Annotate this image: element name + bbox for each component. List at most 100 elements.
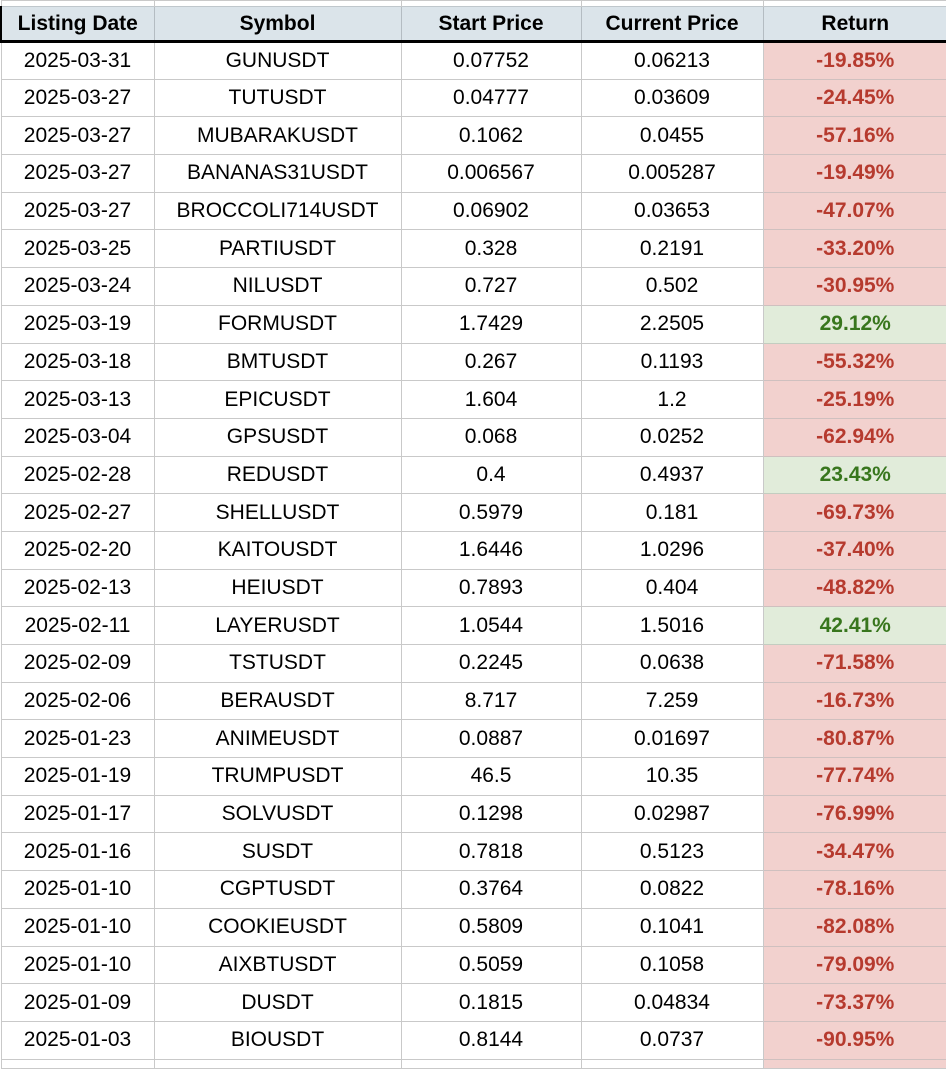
cell-return[interactable]: -62.94% xyxy=(762,417,946,457)
cell-start-price[interactable]: 0.1062 xyxy=(400,116,582,156)
cell-current-price[interactable]: 0.0252 xyxy=(580,417,764,457)
cell-start-price[interactable]: 0.5979 xyxy=(400,493,582,532)
cell-listing-date[interactable]: 2025-01-03 xyxy=(0,1020,155,1060)
cell-current-price[interactable]: 0.01697 xyxy=(580,719,764,759)
cell-listing-date[interactable]: 2025-01-17 xyxy=(0,794,155,834)
cell-current-price[interactable]: 0.0822 xyxy=(580,870,764,909)
header-symbol[interactable]: Symbol xyxy=(153,6,402,43)
cell-current-price[interactable]: 0.1058 xyxy=(580,945,764,985)
cell-symbol[interactable]: BERAUSDT xyxy=(153,681,402,721)
cell-current-price[interactable]: 0.502 xyxy=(580,267,764,306)
cell-listing-date[interactable]: 2025-03-19 xyxy=(0,304,155,344)
cell-current-price[interactable]: 0.4937 xyxy=(580,455,764,495)
cell-current-price[interactable]: 2.2505 xyxy=(580,304,764,344)
cell-return[interactable]: -19.49% xyxy=(762,154,946,193)
cell-listing-date[interactable]: 2025-02-06 xyxy=(0,681,155,721)
cell-start-price[interactable]: 1.0544 xyxy=(400,606,582,645)
cell-start-price[interactable]: 0.5059 xyxy=(400,945,582,985)
cell-symbol[interactable]: COOKIEUSDT xyxy=(153,907,402,947)
header-start-price[interactable]: Start Price xyxy=(400,6,582,43)
cell-listing-date[interactable]: 2025-01-19 xyxy=(0,757,155,796)
cell-listing-date[interactable]: 2025-03-13 xyxy=(0,380,155,419)
cell-listing-date[interactable]: 2025-02-11 xyxy=(0,606,155,645)
cell-start-price[interactable]: 1.604 xyxy=(400,380,582,419)
cell-start-price[interactable]: 0.006567 xyxy=(400,154,582,193)
cell-return[interactable]: -19.85% xyxy=(762,41,946,80)
cell-return[interactable]: -24.45% xyxy=(762,78,946,118)
cell-return[interactable]: -73.37% xyxy=(762,983,946,1022)
cell-current-price[interactable]: 0.0455 xyxy=(580,116,764,156)
cell-current-price[interactable]: 0.03609 xyxy=(580,78,764,118)
cell-symbol[interactable]: PARTIUSDT xyxy=(153,229,402,269)
cell-return[interactable]: 23.43% xyxy=(762,455,946,495)
cell-symbol[interactable]: HEIUSDT xyxy=(153,568,402,608)
cell-current-price[interactable]: 0.0638 xyxy=(580,644,764,683)
cell-return[interactable]: -78.16% xyxy=(762,870,946,909)
cell-symbol[interactable]: LAYERUSDT xyxy=(153,606,402,645)
header-return[interactable]: Return xyxy=(762,6,946,43)
cell-start-price[interactable]: 0.7893 xyxy=(400,568,582,608)
cell-current-price[interactable]: 0.005287 xyxy=(580,154,764,193)
cell-listing-date[interactable]: 2025-02-13 xyxy=(0,568,155,608)
cell-symbol[interactable]: TUTUSDT xyxy=(153,78,402,118)
cell-return[interactable]: -30.95% xyxy=(762,267,946,306)
cell-symbol[interactable]: NILUSDT xyxy=(153,267,402,306)
cell-start-price[interactable]: 46.5 xyxy=(400,757,582,796)
cell-listing-date[interactable]: 2025-02-27 xyxy=(0,493,155,532)
cell-start-price[interactable]: 8.717 xyxy=(400,681,582,721)
cell-start-price[interactable]: 0.06902 xyxy=(400,191,582,231)
cell-return[interactable]: -71.58% xyxy=(762,644,946,683)
cell-return[interactable]: -77.74% xyxy=(762,757,946,796)
cell-symbol[interactable]: MUBARAKUSDT xyxy=(153,116,402,156)
cell-current-price[interactable]: 0.181 xyxy=(580,493,764,532)
cell-return[interactable]: 29.12% xyxy=(762,304,946,344)
cell-symbol[interactable]: EPICUSDT xyxy=(153,380,402,419)
cell-return[interactable]: -69.73% xyxy=(762,493,946,532)
cell-start-price[interactable]: 0.267 xyxy=(400,342,582,382)
cell-symbol[interactable]: CGPTUSDT xyxy=(153,870,402,909)
cell-listing-date[interactable]: 2025-03-27 xyxy=(0,154,155,193)
cell-start-price[interactable]: 1.6446 xyxy=(400,530,582,570)
cell-symbol[interactable]: BIOUSDT xyxy=(153,1020,402,1060)
cell-start-price[interactable]: 0.068 xyxy=(400,417,582,457)
header-current-price[interactable]: Current Price xyxy=(580,6,764,43)
cell-start-price[interactable]: 0.4 xyxy=(400,455,582,495)
cell-symbol[interactable]: SUSDT xyxy=(153,832,402,872)
cell-symbol[interactable]: TSTUSDT xyxy=(153,644,402,683)
cell-start-price[interactable]: 1.7429 xyxy=(400,304,582,344)
cell-start-price[interactable]: 0.0887 xyxy=(400,719,582,759)
cell-symbol[interactable]: BROCCOLI714USDT xyxy=(153,191,402,231)
cell-return[interactable]: -48.82% xyxy=(762,568,946,608)
cell-symbol[interactable]: ANIMEUSDT xyxy=(153,719,402,759)
cell-current-price[interactable]: 0.1193 xyxy=(580,342,764,382)
cell-listing-date[interactable]: 2025-03-25 xyxy=(0,229,155,269)
cell-listing-date[interactable]: 2025-02-09 xyxy=(0,644,155,683)
cell-return[interactable]: -80.87% xyxy=(762,719,946,759)
cell-symbol[interactable]: GUNUSDT xyxy=(153,41,402,80)
cell-symbol[interactable]: FORMUSDT xyxy=(153,304,402,344)
cell-symbol[interactable]: DUSDT xyxy=(153,983,402,1022)
cell-return[interactable]: -16.73% xyxy=(762,681,946,721)
cell-listing-date[interactable]: 2025-03-27 xyxy=(0,78,155,118)
cell-listing-date[interactable]: 2025-01-23 xyxy=(0,719,155,759)
cell-current-price[interactable]: 0.02987 xyxy=(580,794,764,834)
cell-current-price[interactable]: 1.2 xyxy=(580,380,764,419)
cell-listing-date[interactable]: 2025-02-28 xyxy=(0,455,155,495)
cell-current-price[interactable]: 1.0296 xyxy=(580,530,764,570)
cell-return[interactable]: -55.32% xyxy=(762,342,946,382)
cell-symbol[interactable]: BANANAS31USDT xyxy=(153,154,402,193)
cell-current-price[interactable]: 1.5016 xyxy=(580,606,764,645)
cell-symbol[interactable]: KAITOUSDT xyxy=(153,530,402,570)
cell-symbol[interactable]: SHELLUSDT xyxy=(153,493,402,532)
cell-symbol[interactable]: SOLVUSDT xyxy=(153,794,402,834)
cell-start-price[interactable]: 0.8144 xyxy=(400,1020,582,1060)
cell-return[interactable]: -90.95% xyxy=(762,1020,946,1060)
header-listing-date[interactable]: Listing Date xyxy=(0,6,155,43)
cell-start-price[interactable]: 0.1298 xyxy=(400,794,582,834)
cell-return[interactable]: -37.40% xyxy=(762,530,946,570)
cell-return[interactable]: -79.09% xyxy=(762,945,946,985)
cell-listing-date[interactable]: 2025-01-10 xyxy=(0,907,155,947)
cell-listing-date[interactable]: 2025-01-10 xyxy=(0,945,155,985)
cell-current-price[interactable]: 0.5123 xyxy=(580,832,764,872)
cell-listing-date[interactable]: 2025-01-09 xyxy=(0,983,155,1022)
